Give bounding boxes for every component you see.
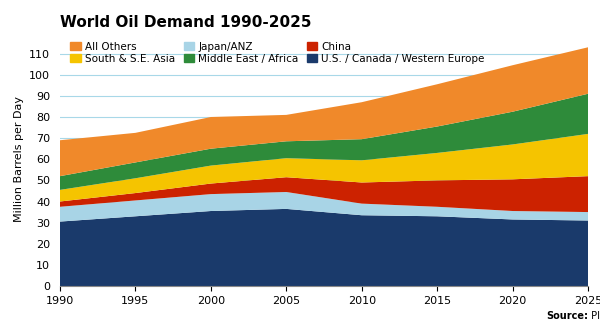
Y-axis label: Million Barrels per Day: Million Barrels per Day: [14, 96, 24, 222]
Text: PIRA: PIRA: [588, 311, 600, 321]
Legend: All Others, South & S.E. Asia, Japan/ANZ, Middle East / Africa, China, U.S. / Ca: All Others, South & S.E. Asia, Japan/ANZ…: [70, 42, 485, 64]
Text: Source:: Source:: [546, 311, 588, 321]
Text: World Oil Demand 1990-2025: World Oil Demand 1990-2025: [60, 15, 311, 30]
